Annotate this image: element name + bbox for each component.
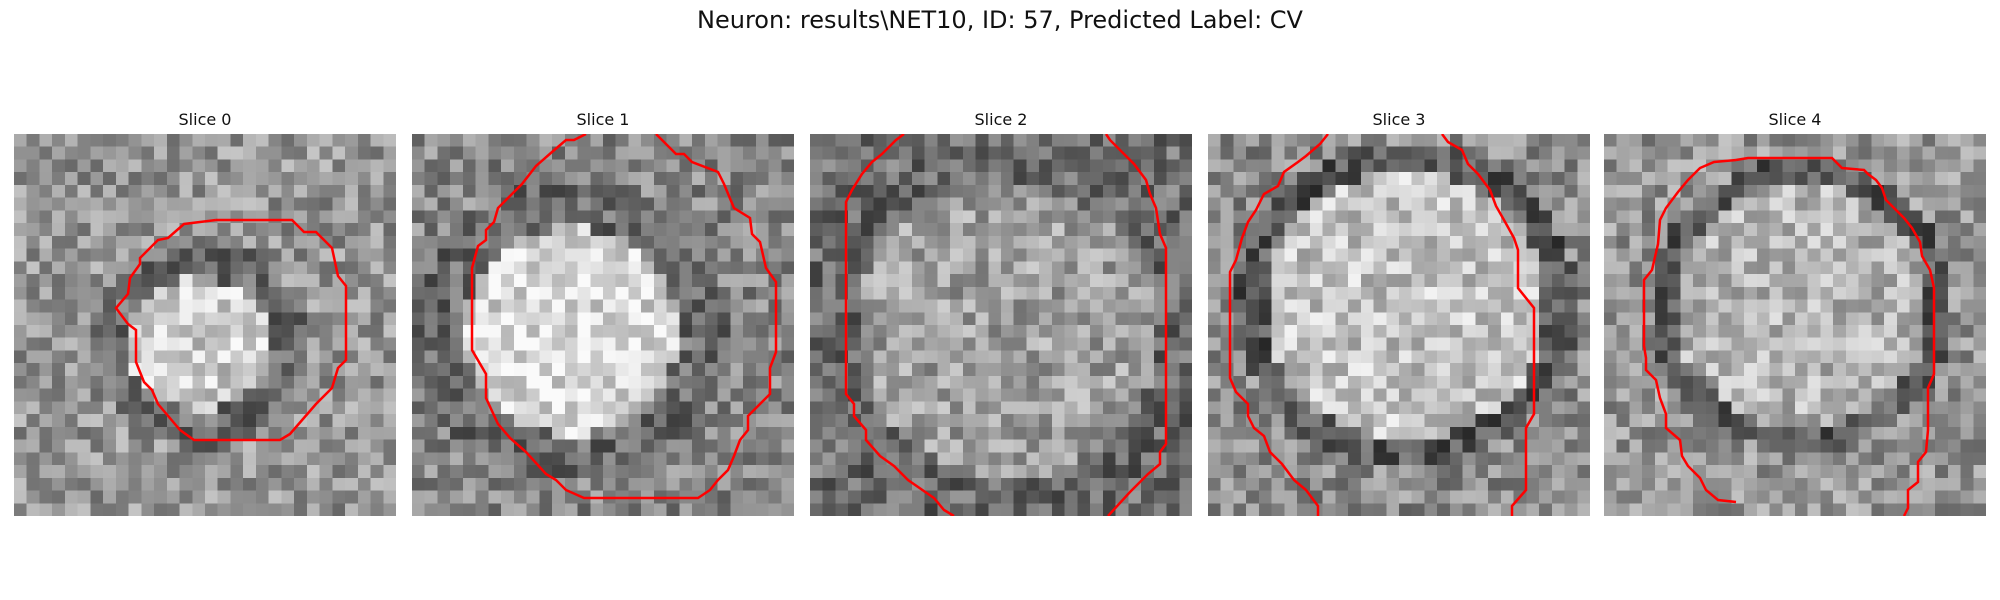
panel-title-slice-2: Slice 2	[974, 110, 1028, 129]
slice-3-panel	[1208, 134, 1590, 516]
panel-title-slice-1: Slice 1	[576, 110, 630, 129]
slice-4-image	[1604, 134, 1986, 516]
panel-title-slice-0: Slice 0	[178, 110, 232, 129]
slice-4-contour	[1642, 156, 1936, 516]
slice-2-panel	[810, 134, 1192, 516]
slice-1-contour	[470, 134, 778, 500]
slice-4-panel	[1604, 134, 1986, 516]
figure-title: Neuron: results\NET10, ID: 57, Predicted…	[697, 6, 1303, 34]
slice-2-contour	[844, 134, 1168, 516]
slice-3-contour	[1228, 134, 1536, 516]
slice-1-panel	[412, 134, 794, 516]
panel-title-slice-4: Slice 4	[1768, 110, 1822, 129]
slice-2-image	[810, 134, 1192, 516]
panel-title-slice-3: Slice 3	[1372, 110, 1426, 129]
slice-0-panel	[14, 134, 396, 516]
slice-0-contour	[114, 218, 348, 442]
slice-0-image	[14, 134, 396, 516]
